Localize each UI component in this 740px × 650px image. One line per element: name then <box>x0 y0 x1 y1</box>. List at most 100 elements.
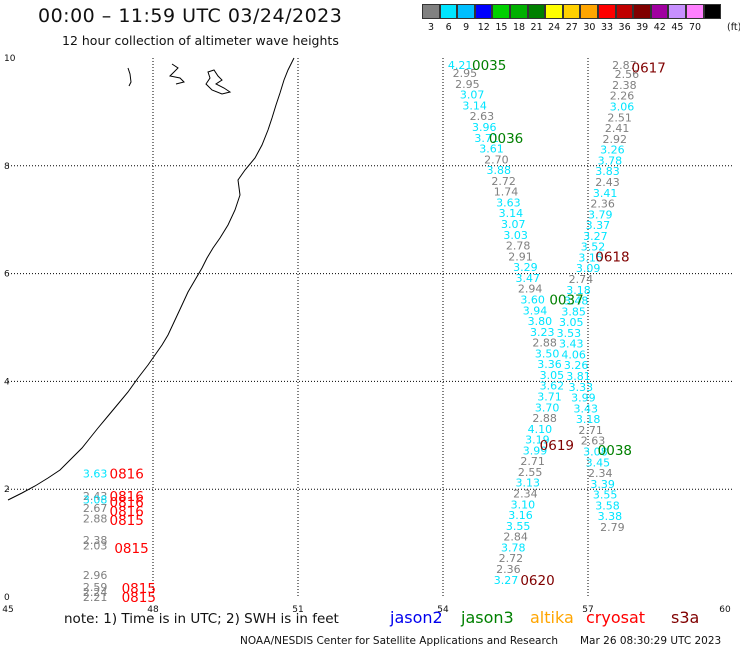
y-tick-label: 10 <box>4 54 16 64</box>
footer-note: note: 1) Time is in UTC; 2) SWH is in fe… <box>64 611 339 627</box>
pass-time-label: 0816 <box>110 489 144 505</box>
wave-height-label: 2.87 <box>612 59 637 72</box>
scale-label: 39 <box>636 22 649 33</box>
legend-item-jason3: jason3 <box>461 608 514 627</box>
wave-height-label: 2.88 <box>532 337 557 350</box>
pass-time-label: 0815 <box>110 513 144 529</box>
wave-height-label: 3.70 <box>535 401 560 414</box>
x-tick-label: 48 <box>147 605 159 615</box>
wave-height-label: 2.41 <box>605 122 630 135</box>
scale-label: 15 <box>495 22 508 33</box>
wave-height-label: 2.43 <box>595 176 620 189</box>
wave-height-label: 3.61 <box>479 143 504 156</box>
wave-height-label: 3.14 <box>499 207 524 220</box>
wave-height-label: 3.18 <box>576 413 601 426</box>
wave-height-label: 3.07 <box>501 218 526 231</box>
scale-label: 45 <box>671 22 684 33</box>
wave-height-label: 3.48 <box>564 295 589 308</box>
wave-height-label: 2.94 <box>518 283 543 296</box>
x-tick-label: 45 <box>2 605 13 615</box>
wave-height-label: 2.84 <box>503 531 527 544</box>
wave-height-label: 3.55 <box>506 520 531 533</box>
wave-height-label: 3.88 <box>487 164 512 177</box>
x-tick-label: 54 <box>437 605 449 615</box>
scale-swatch <box>439 4 458 19</box>
wave-height-label: 2.59 <box>83 581 108 594</box>
y-tick-label: 0 <box>4 593 10 603</box>
wave-height-label: 1.74 <box>494 186 519 199</box>
wave-height-label: 3.71 <box>474 132 499 145</box>
scale-label: 33 <box>600 22 614 33</box>
scale-label: 42 <box>653 22 666 33</box>
wave-height-label: 3.29 <box>513 261 538 274</box>
scale-label: 12 <box>477 22 490 33</box>
pass-time-label: 0038 <box>598 443 632 459</box>
scale-label: 30 <box>583 22 596 33</box>
wave-height-label: 2.51 <box>607 111 632 124</box>
wave-height-label: 2.95 <box>455 78 480 91</box>
wave-height-label: 3.79 <box>588 208 613 221</box>
wave-height-label: 2.71 <box>578 424 603 437</box>
wave-height-label: 2.34 <box>513 488 538 501</box>
wave-height-label: 3.27 <box>494 574 519 587</box>
x-tick-label: 51 <box>292 605 303 615</box>
scale-label: 3 <box>427 22 435 33</box>
wave-height-label: 3.06 <box>610 101 635 114</box>
pass-time-label: 0816 <box>110 504 144 520</box>
pass-time-label: 0620 <box>520 573 554 589</box>
wave-height-label: 2.92 <box>603 133 628 146</box>
wave-height-label: 3.27 <box>583 230 608 243</box>
wave-height-label: 3.13 <box>516 477 541 490</box>
wave-height-label: 4.10 <box>528 423 553 436</box>
scale-label: 21 <box>530 22 543 33</box>
pass-time-label: 0619 <box>540 438 574 454</box>
scale-swatch <box>527 4 546 19</box>
wave-height-label: 3.33 <box>569 381 594 394</box>
wave-height-label: 3.62 <box>540 380 565 393</box>
pass-time-label: 0816 <box>110 467 144 483</box>
wave-height-label: 3.94 <box>523 304 548 317</box>
pass-time-label: 0815 <box>114 541 148 557</box>
wave-height-label: 3.99 <box>523 444 548 457</box>
wave-height-label: 3.10 <box>511 498 535 511</box>
wave-height-label: 3.53 <box>557 327 582 340</box>
wave-height-label: 2.70 <box>484 153 509 166</box>
wave-height-label: 3.09 <box>576 262 601 275</box>
wave-height-label: 3.43 <box>574 402 599 415</box>
wave-height-label: 3.55 <box>593 489 618 502</box>
x-tick-label: 60 <box>719 605 731 615</box>
scale-swatch <box>668 4 686 19</box>
wave-height-label: 2.38 <box>83 534 108 547</box>
wave-height-label: 3.52 <box>581 241 606 254</box>
wave-height-label: 2.72 <box>499 552 524 565</box>
pass-time-label: 0618 <box>595 249 629 265</box>
wave-height-label: 3.50 <box>535 347 560 360</box>
scale-swatch <box>633 4 651 19</box>
wave-height-label: 3.99 <box>571 392 596 405</box>
wave-height-label: 3.08 <box>583 445 608 458</box>
wave-height-label: 2.79 <box>600 521 625 534</box>
wave-height-label: 2.63 <box>470 110 495 123</box>
scale-swatch <box>580 4 598 19</box>
scale-swatch <box>703 4 722 19</box>
wave-height-label: 3.96 <box>472 121 497 134</box>
wave-height-label: 2.72 <box>491 175 516 188</box>
scale-swatch <box>422 4 440 19</box>
page-subtitle: 12 hour collection of altimeter wave hei… <box>62 33 339 48</box>
wave-height-label: 3.39 <box>590 478 615 491</box>
coastline <box>7 57 295 501</box>
wave-height-label: 3.03 <box>503 229 527 242</box>
y-tick-label: 4 <box>4 377 10 387</box>
y-tick-label: 8 <box>4 162 10 172</box>
pass-time-label: 0035 <box>472 58 506 74</box>
wave-height-label: 3.05 <box>559 316 584 329</box>
scale-unit-label: (ft) <box>727 22 740 33</box>
wave-height-label: 2.71 <box>520 455 545 468</box>
legend-item-cryosat: cryosat <box>586 608 646 627</box>
axis-tick-labels: 45 48 51 54 57 60 0 2 4 6 8 10 <box>2 54 731 615</box>
wave-height-label: 2.38 <box>612 79 637 92</box>
wave-height-label: 2.34 <box>588 467 613 480</box>
scale-swatch <box>545 4 563 19</box>
wave-height-label: 3.18 <box>566 284 591 297</box>
